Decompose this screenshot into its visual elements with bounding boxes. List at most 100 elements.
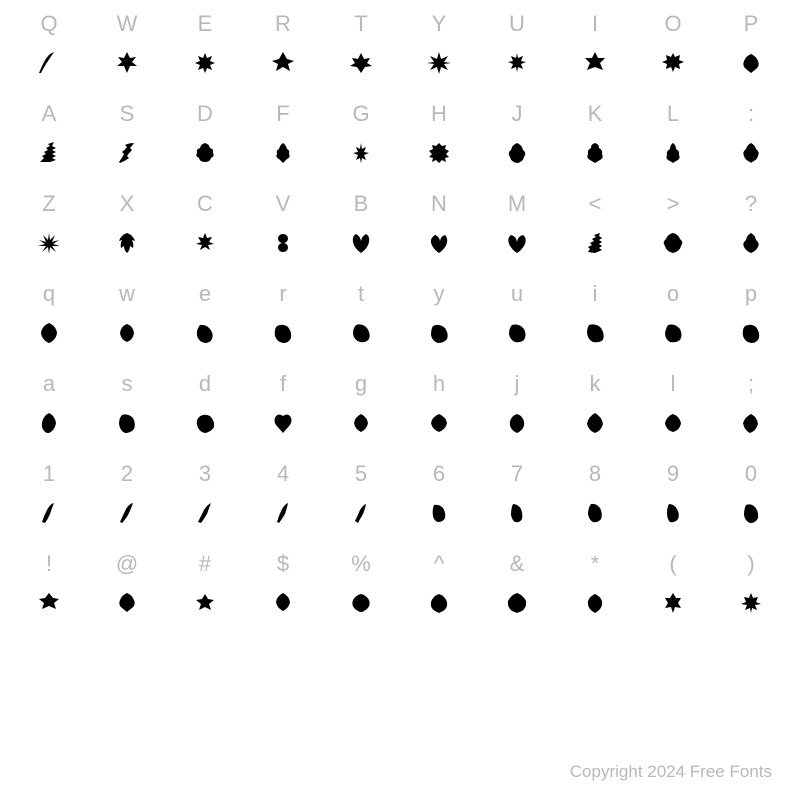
charmap-key-label: L	[667, 94, 679, 134]
charmap-key-label: O	[664, 4, 681, 44]
charmap-cell: D	[166, 94, 244, 184]
charmap-key-label: t	[358, 274, 364, 314]
charmap-key-label: M	[508, 184, 526, 224]
leaf-icon	[426, 500, 452, 526]
charmap-key-label: B	[354, 184, 369, 224]
charmap-glyph	[660, 44, 686, 94]
charmap-cell: H	[400, 94, 478, 184]
charmap-key-label: >	[667, 184, 680, 224]
charmap-glyph	[192, 404, 218, 454]
leaf-icon	[270, 500, 296, 526]
charmap-cell: @	[88, 544, 166, 634]
leaf-icon	[270, 590, 296, 616]
charmap-glyph	[114, 494, 140, 544]
charmap-key-label: *	[591, 544, 600, 584]
leaf-icon	[348, 320, 374, 346]
charmap-glyph	[738, 44, 764, 94]
leaf-icon	[426, 50, 452, 76]
charmap-key-label: C	[197, 184, 213, 224]
charmap-glyph	[504, 224, 530, 274]
leaf-icon	[114, 140, 140, 166]
charmap-key-label: W	[117, 4, 138, 44]
charmap-key-label: A	[42, 94, 57, 134]
charmap-glyph	[114, 224, 140, 274]
charmap-cell: 7	[478, 454, 556, 544]
charmap-key-label: 9	[667, 454, 679, 494]
charmap-cell: 1	[10, 454, 88, 544]
charmap-glyph	[660, 224, 686, 274]
leaf-icon	[270, 50, 296, 76]
charmap-glyph	[582, 134, 608, 184]
charmap-key-label: 4	[277, 454, 289, 494]
charmap-cell: #	[166, 544, 244, 634]
leaf-icon	[582, 140, 608, 166]
charmap-glyph	[582, 404, 608, 454]
charmap-key-label: 2	[121, 454, 133, 494]
charmap-key-label: K	[588, 94, 603, 134]
charmap-glyph	[270, 584, 296, 634]
charmap-cell: V	[244, 184, 322, 274]
charmap-key-label: S	[120, 94, 135, 134]
charmap-cell: E	[166, 4, 244, 94]
charmap-glyph	[348, 314, 374, 364]
charmap-glyph	[114, 134, 140, 184]
charmap-glyph	[192, 134, 218, 184]
charmap-cell: Z	[10, 184, 88, 274]
charmap-cell: 9	[634, 454, 712, 544]
charmap-cell: r	[244, 274, 322, 364]
charmap-key-label: y	[434, 274, 445, 314]
leaf-icon	[426, 140, 452, 166]
leaf-icon	[426, 410, 452, 436]
charmap-cell: ;	[712, 364, 790, 454]
charmap-cell: h	[400, 364, 478, 454]
leaf-icon	[192, 500, 218, 526]
charmap-key-label: I	[592, 4, 598, 44]
charmap-key-label: (	[669, 544, 676, 584]
charmap-cell: A	[10, 94, 88, 184]
charmap-cell: u	[478, 274, 556, 364]
charmap-key-label: k	[590, 364, 601, 404]
charmap-key-label: P	[744, 4, 759, 44]
leaf-icon	[660, 320, 686, 346]
charmap-key-label: ;	[748, 364, 754, 404]
charmap-glyph	[426, 224, 452, 274]
copyright-text: Copyright 2024 Free Fonts	[570, 762, 772, 782]
charmap-glyph	[504, 494, 530, 544]
leaf-icon	[36, 500, 62, 526]
charmap-glyph	[270, 494, 296, 544]
leaf-icon	[738, 140, 764, 166]
leaf-icon	[426, 230, 452, 256]
leaf-icon	[738, 50, 764, 76]
charmap-cell: M	[478, 184, 556, 274]
charmap-key-label: )	[747, 544, 754, 584]
charmap-cell: (	[634, 544, 712, 634]
charmap-glyph	[36, 224, 62, 274]
charmap-glyph	[36, 314, 62, 364]
charmap-cell: J	[478, 94, 556, 184]
charmap-glyph	[582, 494, 608, 544]
charmap-key-label: 8	[589, 454, 601, 494]
charmap-glyph	[660, 494, 686, 544]
charmap-glyph	[738, 314, 764, 364]
charmap-key-label: u	[511, 274, 523, 314]
charmap-cell: U	[478, 4, 556, 94]
charmap-cell: o	[634, 274, 712, 364]
charmap-key-label: d	[199, 364, 211, 404]
charmap-glyph	[114, 404, 140, 454]
leaf-icon	[192, 50, 218, 76]
charmap-key-label: 1	[43, 454, 55, 494]
charmap-glyph	[426, 314, 452, 364]
charmap-key-label: T	[354, 4, 367, 44]
charmap-glyph	[426, 404, 452, 454]
charmap-key-label: f	[280, 364, 286, 404]
charmap-glyph	[582, 584, 608, 634]
charmap-cell: :	[712, 94, 790, 184]
charmap-glyph	[738, 224, 764, 274]
charmap-glyph	[660, 314, 686, 364]
leaf-icon	[504, 230, 530, 256]
charmap-cell: S	[88, 94, 166, 184]
charmap-cell: X	[88, 184, 166, 274]
leaf-icon	[192, 140, 218, 166]
charmap-glyph	[660, 134, 686, 184]
charmap-key-label: J	[512, 94, 523, 134]
